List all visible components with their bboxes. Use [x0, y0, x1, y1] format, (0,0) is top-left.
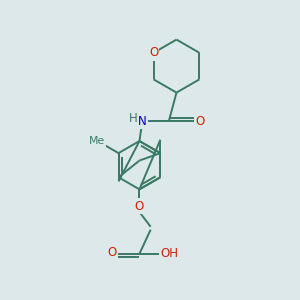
Text: Me: Me	[88, 136, 105, 146]
Text: N: N	[138, 115, 147, 128]
Text: H: H	[129, 112, 138, 124]
Text: OH: OH	[160, 247, 178, 260]
Text: O: O	[196, 115, 205, 128]
Text: O: O	[135, 200, 144, 213]
Text: O: O	[107, 246, 116, 259]
Text: O: O	[149, 46, 158, 59]
